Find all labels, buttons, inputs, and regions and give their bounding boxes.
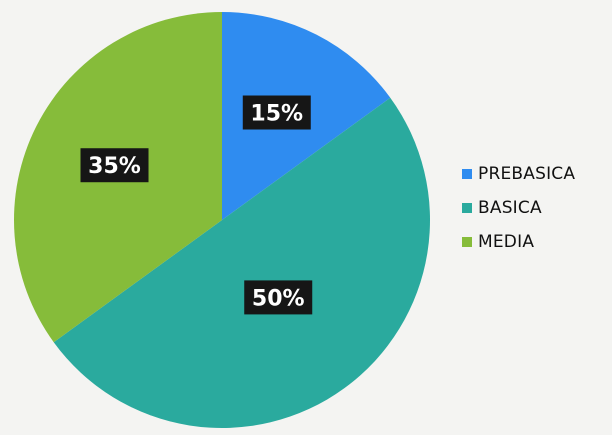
legend-item-media: MEDIA [462, 232, 575, 252]
legend-label-basica: BASICA [478, 198, 542, 218]
data-label-text-media: 35% [88, 154, 141, 179]
data-label-box-media [80, 148, 149, 183]
data-label-basica: 50% [244, 280, 313, 315]
legend-item-prebasica: PREBASICA [462, 164, 575, 184]
legend-swatch-basica [462, 203, 472, 213]
legend-label-prebasica: PREBASICA [478, 164, 576, 184]
legend-swatch-prebasica [462, 169, 472, 179]
data-label-media: 35% [80, 148, 149, 183]
legend-swatch-media [462, 237, 472, 247]
pie-slice-basica [53, 97, 431, 429]
legend: PREBASICA BASICA MEDIA [462, 164, 575, 252]
data-label-text-basica: 50% [252, 286, 305, 311]
data-label-prebasica: 15% [242, 95, 311, 130]
data-label-text-prebasica: 15% [250, 102, 303, 127]
legend-item-basica: BASICA [462, 198, 575, 218]
data-label-box-prebasica [242, 95, 311, 130]
legend-label-media: MEDIA [478, 232, 535, 252]
data-label-box-basica [244, 280, 313, 315]
